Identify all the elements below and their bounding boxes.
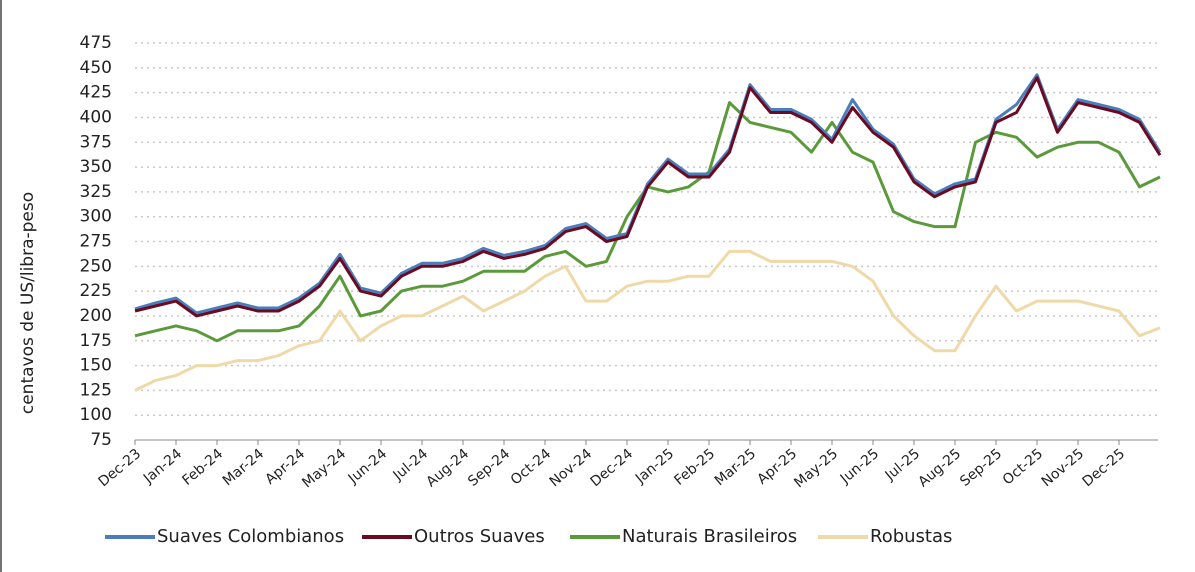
- legend-item: Suaves Colombianos: [105, 526, 344, 547]
- series-line: [134, 249, 1161, 392]
- x-tick-label: Dec-25: [1080, 446, 1129, 490]
- x-tick-label: Sep-24: [465, 446, 513, 490]
- series-line: [134, 76, 1162, 318]
- y-tick-label: 350: [80, 157, 112, 177]
- x-tick-label: Jun-25: [837, 446, 882, 488]
- x-tick-label: Feb-25: [671, 446, 718, 489]
- x-tick-label: Nov-24: [547, 446, 596, 490]
- y-tick-label: 275: [80, 232, 112, 252]
- x-tick-label: Mar-25: [712, 446, 759, 489]
- x-tick-label: Oct-24: [508, 446, 554, 489]
- x-tick-label: Feb-24: [179, 446, 226, 489]
- y-tick-label: 75: [90, 430, 112, 450]
- legend-label: Suaves Colombianos: [157, 526, 344, 547]
- x-tick-label: Jan-24: [140, 446, 185, 488]
- y-axis-label: centavos de US/libra-peso: [18, 192, 38, 414]
- legend-item: Naturais Brasileiros: [570, 526, 797, 547]
- x-tick-label: Dec-24: [588, 446, 637, 490]
- x-tick-label: Aug-24: [423, 446, 472, 491]
- legend-item: Robustas: [818, 526, 952, 547]
- y-tick-label: 100: [80, 405, 112, 425]
- y-tick-label: 200: [80, 306, 112, 326]
- legend-label: Outros Suaves: [414, 526, 545, 547]
- y-tick-label: 450: [80, 58, 112, 78]
- y-tick-label: 325: [80, 182, 112, 202]
- x-tick-label: May-24: [299, 446, 349, 491]
- x-tick-label: Aug-25: [915, 446, 964, 491]
- y-tick-label: 150: [80, 356, 112, 376]
- x-tick-label: Mar-24: [220, 446, 267, 489]
- legend-label: Robustas: [870, 526, 952, 547]
- legend-label: Naturais Brasileiros: [622, 526, 797, 547]
- y-tick-label: 250: [80, 256, 112, 276]
- series-line: [134, 73, 1162, 315]
- x-tick-label: May-25: [791, 446, 841, 491]
- x-tick-label: Sep-25: [957, 446, 1005, 490]
- y-tick-label: 300: [80, 207, 112, 227]
- y-tick-label: 125: [80, 380, 112, 400]
- y-tick-label: 175: [80, 331, 112, 351]
- y-tick-label: 475: [80, 33, 112, 53]
- y-tick-label: 425: [80, 83, 112, 103]
- x-tick-label: Oct-25: [1000, 446, 1046, 489]
- x-tick-label: Jan-25: [632, 446, 677, 487]
- y-tick-label: 225: [80, 281, 112, 301]
- y-tick-label: 375: [80, 132, 112, 152]
- y-tick-label: 400: [80, 107, 112, 127]
- x-tick-label: Dec-23: [96, 446, 145, 490]
- legend-item: Outros Suaves: [362, 526, 545, 547]
- x-tick-label: Jun-24: [345, 446, 390, 488]
- x-tick-label: Nov-25: [1039, 446, 1087, 490]
